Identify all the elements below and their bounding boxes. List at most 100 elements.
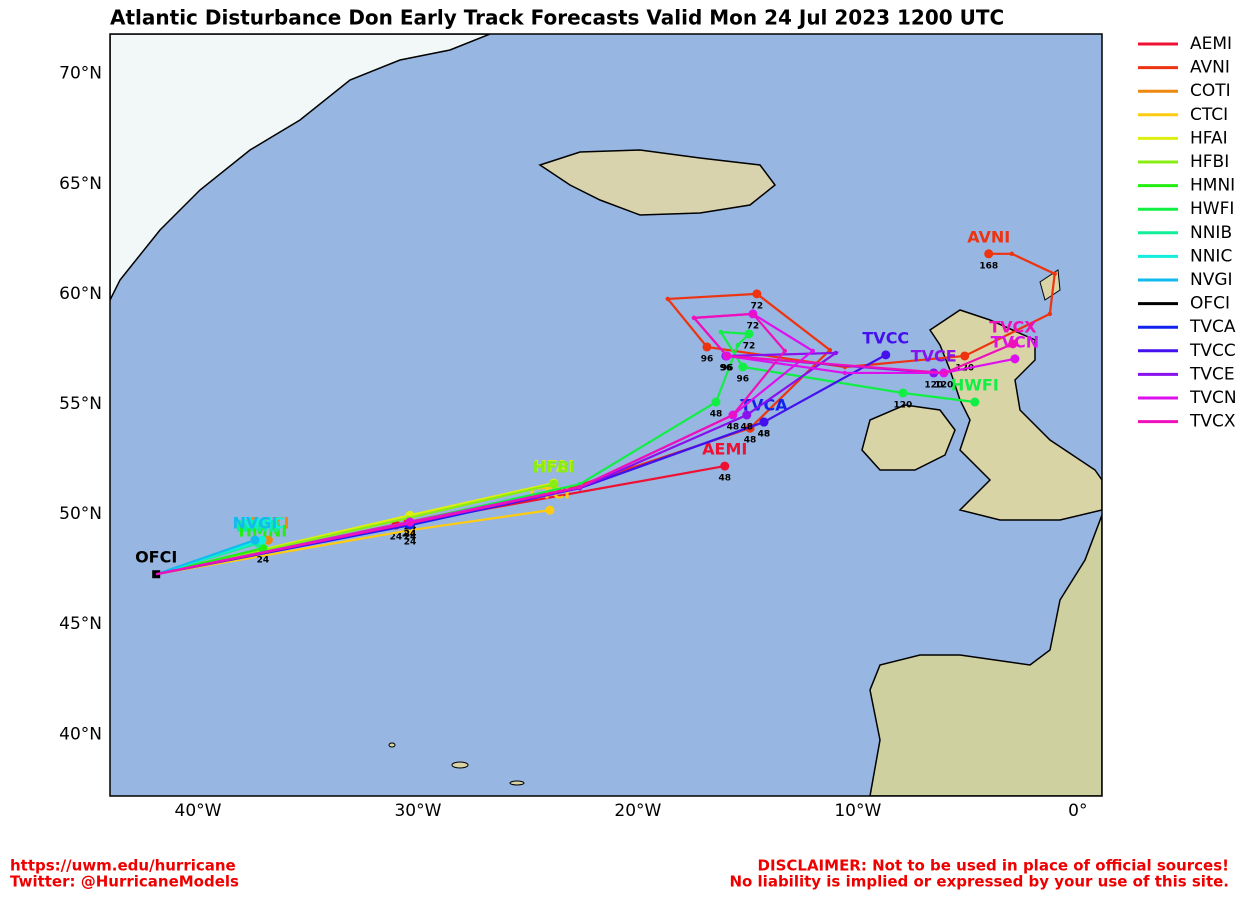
track-label: TVCE [911,346,957,365]
track-point [881,350,891,360]
track-point [898,388,908,398]
forecast-hour-label: 24 [404,530,417,540]
legend-label: HFAI [1190,128,1228,148]
forecast-hour-label: 48 [719,474,732,484]
greenland [110,34,491,301]
track-point [263,535,273,545]
forecast-hour-label: 48 [710,410,723,420]
legend-label: COTI [1190,81,1231,101]
legend-label: AEMI [1190,34,1232,54]
track-point [718,329,724,335]
forecast-hour-label: 96 [721,363,734,373]
y-tick-label: 55°N [59,394,102,414]
footer-url: https://uwm.edu/hurricane [10,857,236,875]
track-point [750,311,756,317]
track-point [1008,339,1018,349]
y-tick-label: 65°N [59,174,102,194]
track-point [833,350,839,356]
forecast-hour-label: 24 [404,538,417,548]
forecast-hour-label: 96 [720,363,733,373]
europe [869,514,1102,796]
legend-label: NNIB [1190,223,1232,243]
legend-label: TVCE [1189,364,1235,384]
track-line [155,539,256,576]
forecast-hour-label: 24 [390,533,403,543]
x-tick-label: 0° [1068,801,1087,821]
tracks: 2448AEMI24487296120168AVNICOTI24CTCI24HF… [135,227,1057,579]
track-point [720,461,730,471]
forecast-hour-label: 72 [743,341,756,351]
chart-title: Atlantic Disturbance Don Early Track For… [110,6,1004,30]
plot-frame [109,33,1103,797]
track-line [155,312,1014,576]
forecast-hour-label: 72 [751,301,764,311]
track-label: NNIC [240,514,284,533]
x-tick-label: 10°W [834,801,881,821]
track-label: OFCI [135,548,177,567]
track-point [744,329,754,339]
disclaimer: DISCLAIMER: Not to be used in place of o… [758,857,1229,875]
iceland [538,149,777,216]
forecast-hour-label: 120 [924,380,943,390]
forecast-hour-label: 96 [701,354,714,364]
island [451,761,469,769]
forecast-hour-label: 24 [257,556,270,566]
track-point [782,348,788,354]
legend-label: TVCN [1189,388,1237,408]
ireland [861,404,956,471]
track-point [742,410,752,420]
track-point [827,347,833,353]
track-point [250,535,260,545]
forecast-hour-label: 48 [727,423,740,433]
track-point [960,351,970,361]
y-tick-label: 60°N [59,284,102,304]
x-tick-label: 30°W [394,801,441,821]
track-point [665,296,671,302]
track-point [1010,354,1020,364]
track-point [970,397,980,407]
y-tick-label: 50°N [59,504,102,524]
legend-label: TVCA [1189,317,1236,337]
great-britain [928,309,1102,521]
forecast-hour-label: 120 [934,380,953,390]
x-tick-label: 40°W [175,801,222,821]
y-tick-label: 40°N [59,724,102,744]
disclaimer: No liability is implied or expressed by … [729,873,1229,891]
track-point [1052,271,1057,277]
legend-label: OFCI [1190,294,1230,314]
forecast-hour-label: 24 [404,533,417,543]
track-point [1047,311,1053,317]
y-tick-label: 70°N [59,64,102,84]
track-point [942,370,947,376]
track-point [810,348,815,354]
legend-label: HFBI [1190,152,1229,172]
track-label: HFBI [533,458,575,477]
track-label: TVCX [989,317,1037,336]
forecast-hour-label: 96 [737,374,750,384]
track-label: AEMI [702,440,747,459]
map-background [110,34,1102,796]
forecast-hour-label: 24 [402,530,415,540]
forecast-hour-label: 24 [404,530,417,540]
track-point [545,505,555,515]
forecast-hour-label: 120 [894,400,913,410]
track-point [549,479,559,489]
track-point [842,370,848,376]
legend-label: TVCC [1189,341,1236,361]
forecast-hour-label: 168 [979,261,998,271]
legend-label: CTCI [1190,105,1228,125]
track-label: COTI [247,514,289,533]
track-point [735,342,741,348]
forecast-hour-label: 48 [758,430,771,440]
forecast-hour-label: 48 [741,423,754,433]
legend-label: NNIC [1190,246,1232,266]
legend-label: HMNI [1190,176,1235,196]
x-tick-label: 20°W [614,801,661,821]
track-label: NNIB [236,517,281,536]
track-label: TVCC [862,328,909,347]
track-point [752,289,762,299]
island [388,742,396,748]
legend-label: AVNI [1190,58,1230,78]
track-label: NVGI [233,514,278,533]
track-label: HWFI [951,376,999,395]
